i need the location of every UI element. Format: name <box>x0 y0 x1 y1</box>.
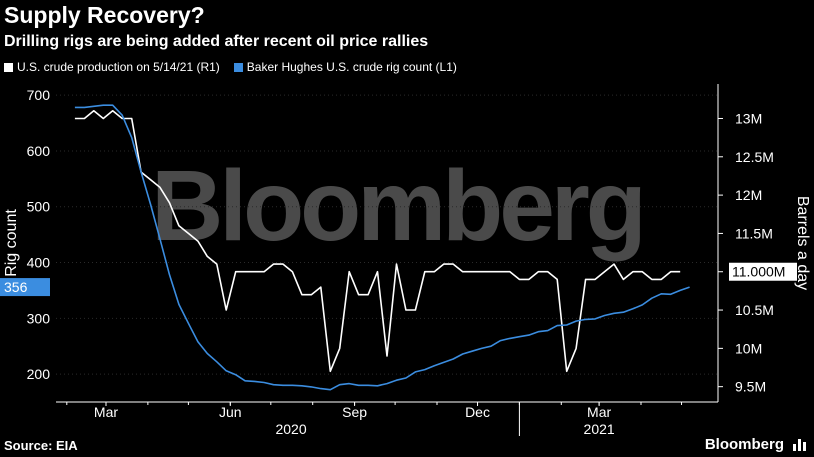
rig-count-swatch <box>233 62 243 72</box>
right-tick-label-7: 13M <box>735 110 762 126</box>
rig-last-value-box <box>0 278 50 297</box>
legend: U.S. crude production on 5/14/21 (R1) Ba… <box>4 60 457 74</box>
x-tick-label-0: Mar <box>94 404 118 420</box>
production-swatch <box>4 62 13 72</box>
left-tick-label-500: 500 <box>27 199 51 215</box>
rig-count-line <box>74 104 690 391</box>
year-label-1: 2021 <box>584 421 615 437</box>
right-tick-label-2: 10.5M <box>735 302 774 318</box>
right-tick-label-0: 9.5M <box>735 379 766 395</box>
brand-logo: Bloomberg <box>704 436 784 453</box>
left-tick-label-300: 300 <box>27 310 51 326</box>
legend-item-rig-count: Baker Hughes U.S. crude rig count (L1) <box>233 60 457 74</box>
production-line <box>74 110 681 373</box>
left-axis-title: Rig count <box>3 209 20 277</box>
chart-subtitle: Drilling rigs are being added after rece… <box>4 33 429 50</box>
right-tick-label-1: 10M <box>735 340 762 356</box>
watermark-layer: Bloomberg <box>151 150 647 262</box>
left-tick-label-700: 700 <box>27 87 51 103</box>
legend-label-production: U.S. crude production on 5/14/21 (R1) <box>17 60 220 74</box>
left-tick-label-200: 200 <box>27 366 51 382</box>
label-layer: 356 11.000M <box>0 262 797 297</box>
legend-label-rig-count: Baker Hughes U.S. crude rig count (L1) <box>246 60 457 74</box>
series-layer <box>74 104 690 391</box>
rig-last-value-label: 356 <box>4 279 28 295</box>
x-tick-label-2: Sep <box>342 404 367 420</box>
left-tick-label-600: 600 <box>27 143 51 159</box>
production-last-value-label: 11.000M <box>732 264 785 280</box>
right-tick-label-5: 12M <box>735 187 762 203</box>
legend-item-production: U.S. crude production on 5/14/21 (R1) <box>4 60 220 74</box>
right-tick-label-6: 12.5M <box>735 149 774 165</box>
year-label-0: 2020 <box>275 421 306 437</box>
bloomberg-watermark: Bloomberg <box>151 150 643 262</box>
right-axis-title: Barrels a day <box>794 196 811 290</box>
source-note: Source: EIA <box>4 438 78 453</box>
x-tick-label-1: Jun <box>219 404 242 420</box>
x-tick-label-4: Mar <box>587 404 611 420</box>
right-tick-label-4: 11.5M <box>735 225 773 241</box>
bar-chart-icon <box>793 439 806 451</box>
left-tick-label-400: 400 <box>27 255 51 271</box>
production-last-value-box <box>729 262 797 281</box>
x-tick-label-3: Dec <box>465 404 490 420</box>
chart-title: Supply Recovery? <box>4 2 205 28</box>
axis-layer: 2003004005006007009.5M10M10.5M11M11.5M12… <box>3 84 811 437</box>
